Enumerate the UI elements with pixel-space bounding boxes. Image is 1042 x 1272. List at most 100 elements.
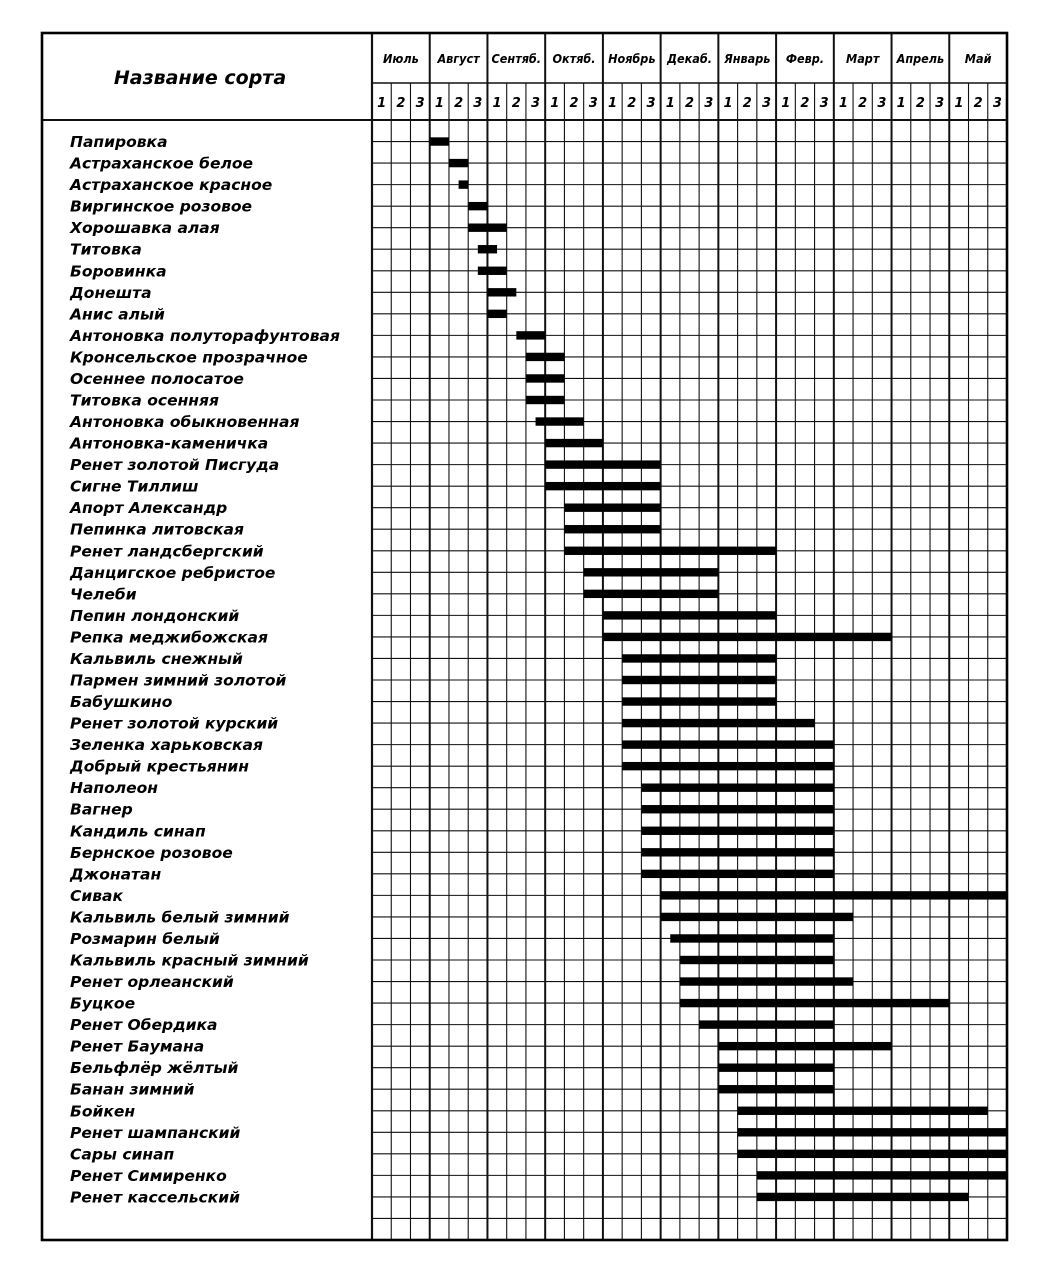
period-bar [487,288,517,297]
variety-label: Астраханское красное [69,176,272,194]
decade-label: 1 [377,96,386,111]
variety-label: Добрый крестьянин [69,758,249,776]
decade-label: 3 [589,96,598,111]
period-bar [679,998,950,1008]
variety-label: Зеленка харьковская [70,736,263,754]
period-bar [737,1128,1007,1137]
variety-label: Антоновка обыкновенная [69,413,299,431]
period-bar [622,740,834,749]
decade-label: 1 [897,96,906,111]
variety-label: Пепинка литовская [70,521,244,539]
variety-label: Ренет орлеанский [70,973,234,991]
period-bar [564,546,777,555]
period-bar [468,201,488,211]
variety-label: Кандиль синап [70,822,206,840]
decade-label: 3 [762,96,771,111]
variety-label: Кальвиль белый зимний [70,908,290,926]
variety-label: Апорт Александр [69,499,227,517]
period-bar [477,266,507,275]
period-bar [699,1020,834,1029]
variety-label: Антоновка полуторафунтовая [69,327,340,345]
period-bar [525,374,565,383]
period-bar [679,955,834,965]
month-label: Ноябрь [608,51,655,66]
variety-labels: Папировка Астраханское белое Астраханское … [69,133,340,1206]
period-bar [458,180,469,189]
period-bar [602,632,892,642]
period-bar [756,1192,969,1202]
variety-label: Бельфлёр жёлтый [70,1059,239,1077]
variety-label: Ренет Обердика [70,1016,217,1034]
variety-label: Ренет золотой Писгуда [70,456,279,474]
frame [40,31,1009,1242]
decade-label: 1 [839,96,848,111]
variety-label: Папировка [70,133,168,151]
variety-label: Виргинское розовое [70,198,252,216]
period-bar [718,1063,834,1072]
decade-label: 1 [723,96,732,111]
decade-label: 2 [627,96,636,111]
decade-label: 2 [396,96,405,111]
variety-label: Хорошавка алая [69,219,220,237]
period-bar [641,869,834,879]
decade-label: 1 [550,96,559,111]
period-bar [660,891,1007,900]
period-bar [448,158,469,168]
decade-label: 3 [473,96,482,111]
variety-label: Ренет золотой курский [70,715,278,733]
variety-label: Сары синап [70,1145,175,1163]
variety-label: Боровинка [70,262,167,280]
period-bar [468,223,507,232]
period-bar [622,761,834,771]
variety-label: Ренет кассельский [70,1188,240,1206]
period-bar [525,352,565,362]
month-label: Май [965,51,992,66]
variety-label: Кальвиль снежный [70,650,243,668]
period-bar [525,395,565,405]
variety-label: Сигне Тиллиш [70,478,198,496]
bars [429,137,1007,1202]
period-bar [641,848,834,857]
variety-label: Титовка [70,241,142,259]
period-bar [737,1149,1007,1159]
period-bar [429,137,449,146]
variety-label: Анис алый [69,305,165,323]
decade-label: 2 [512,96,521,111]
variety-label: Титовка осенняя [70,392,219,410]
period-bar [487,309,507,319]
decade-label: 2 [454,96,463,111]
period-bar [641,783,834,792]
period-bar [564,525,661,534]
period-bar [545,460,661,469]
period-bar [756,1171,1007,1180]
decade-label: 3 [531,96,540,111]
variety-label: Кальвиль красный зимний [70,952,309,970]
period-bar [641,826,834,835]
variety-label: Ренет Баумана [70,1038,204,1056]
period-bar [564,503,661,512]
variety-label: Бабушкино [70,693,173,711]
variety-label: Вагнер [70,801,133,819]
variety-label: Репка меджибожская [70,628,268,646]
period-bar [535,417,584,426]
month-label: Апрель [896,51,945,66]
name-column-header: Название сорта [114,67,286,89]
decade-label: 3 [646,96,655,111]
period-bar [679,977,854,986]
decade-label: 3 [877,96,886,111]
variety-label: Донешта [69,284,152,302]
period-bar [516,331,546,340]
variety-label: Ренет Симиренко [70,1167,227,1185]
period-bar [622,675,777,685]
variety-label: Данцигское ребристое [69,564,275,582]
decade-label: 2 [685,96,694,111]
variety-label: Кронсельское прозрачное [70,348,308,366]
period-bar [477,245,498,254]
variety-label: Джонатан [69,865,161,883]
variety-label: Ренет шампанский [70,1124,241,1142]
month-label: Февр. [786,51,824,66]
period-bar [622,697,777,706]
period-bar [718,1085,834,1094]
